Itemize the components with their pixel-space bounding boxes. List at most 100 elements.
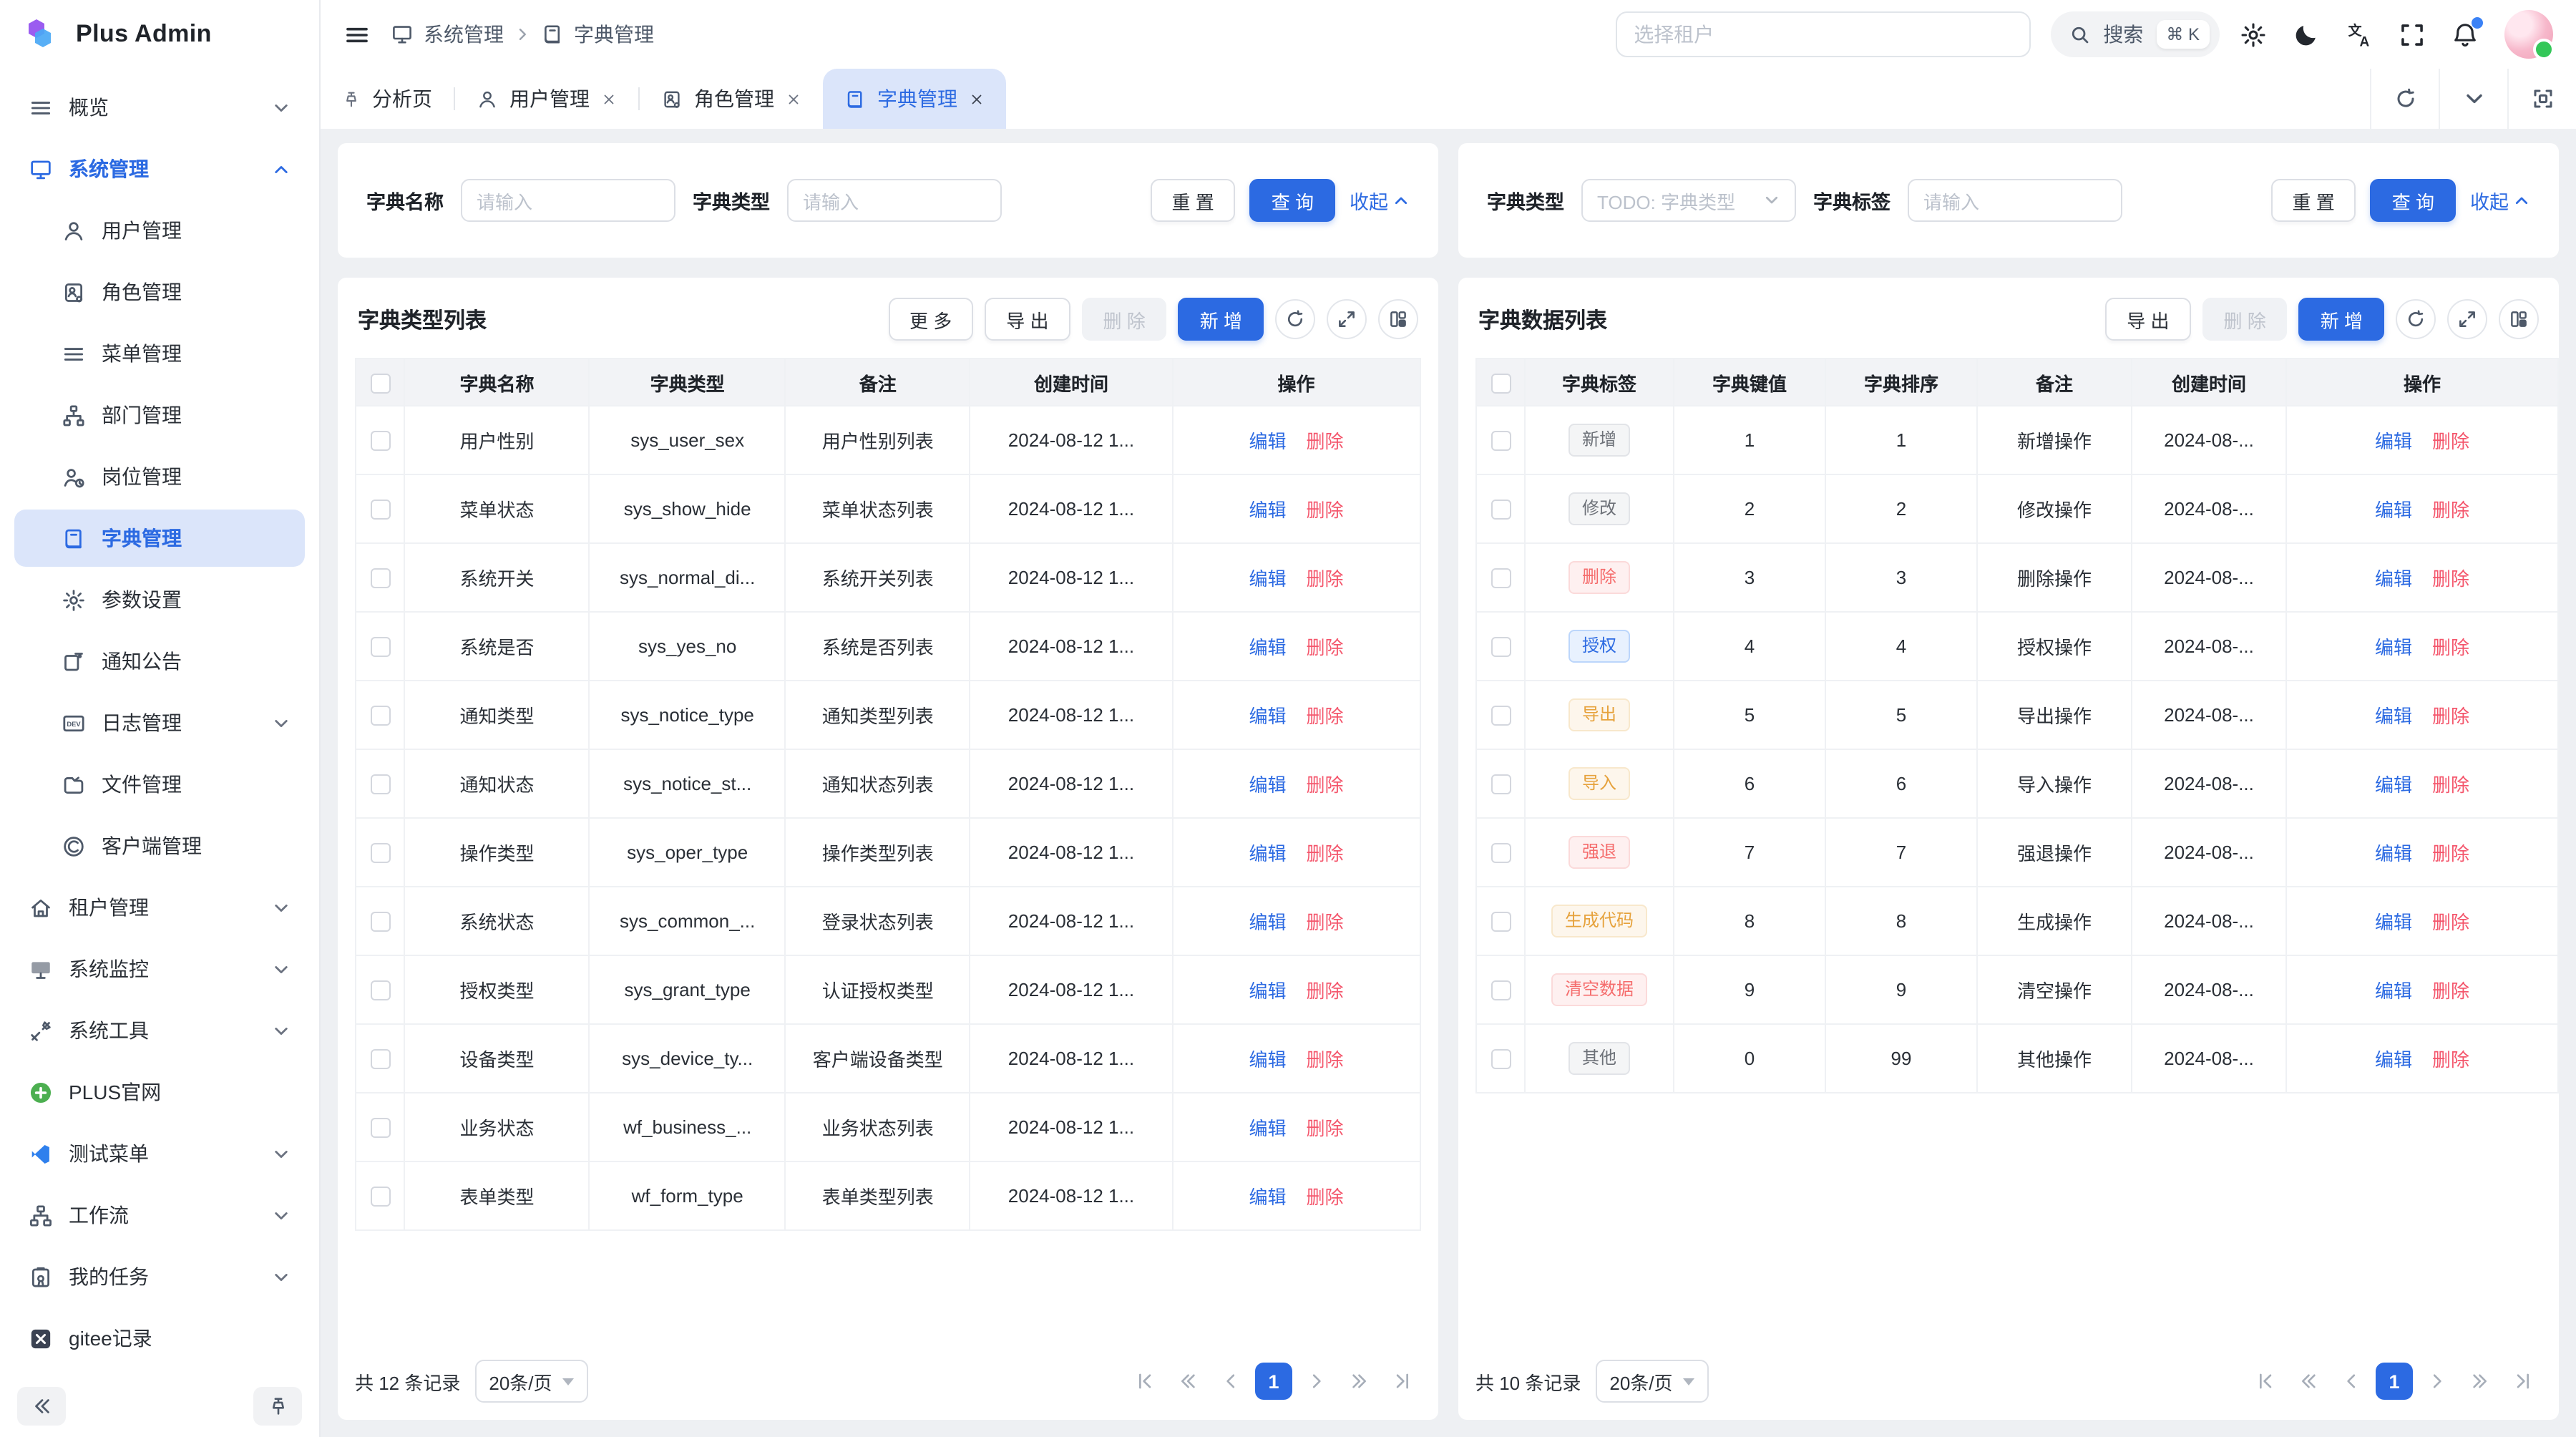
row-checkbox[interactable] <box>370 706 391 726</box>
sidebar-item-9[interactable]: 通知公告 <box>14 633 305 690</box>
sidebar-item-20[interactable]: gitee记录 <box>14 1310 305 1367</box>
dict-type-select[interactable]: TODO: 字典类型 <box>1581 179 1796 222</box>
delete-link[interactable]: 删除 <box>1306 774 1344 796</box>
row-checkbox[interactable] <box>1491 500 1511 520</box>
edit-link[interactable]: 编辑 <box>2374 500 2412 521</box>
delete-link[interactable]: 删除 <box>2432 637 2470 658</box>
delete-link[interactable]: 删除 <box>2432 568 2470 590</box>
row-checkbox[interactable] <box>370 1187 391 1207</box>
sidebar-item-0[interactable]: 概览 <box>14 79 305 136</box>
row-checkbox[interactable] <box>370 774 391 795</box>
row-checkbox[interactable] <box>370 1049 391 1070</box>
sidebar-collapse-button[interactable] <box>17 1386 66 1425</box>
edit-link[interactable]: 编辑 <box>2374 1049 2412 1071</box>
global-search-button[interactable]: 搜索 ⌘ K <box>2050 11 2220 57</box>
tab-1[interactable]: 用户管理 <box>455 69 638 129</box>
fullscreen-icon[interactable] <box>2399 21 2426 48</box>
sidebar-item-1[interactable]: 系统管理 <box>14 140 305 198</box>
edit-link[interactable]: 编辑 <box>2374 568 2412 590</box>
hamburger-menu-icon[interactable] <box>343 21 371 48</box>
row-checkbox[interactable] <box>370 568 391 589</box>
pager-prev-group-button[interactable] <box>1169 1363 1206 1400</box>
tab-menu-button[interactable] <box>2439 69 2507 129</box>
sidebar-item-16[interactable]: PLUS官网 <box>14 1063 305 1121</box>
dict-type-input[interactable]: 请输入 <box>787 179 1002 222</box>
close-icon[interactable] <box>601 91 617 107</box>
query-button[interactable]: 查 询 <box>2370 179 2456 222</box>
edit-link[interactable]: 编辑 <box>1249 637 1287 658</box>
user-avatar[interactable] <box>2504 10 2555 60</box>
delete-link[interactable]: 删除 <box>1306 568 1344 590</box>
export-button[interactable]: 导 出 <box>2105 298 2191 341</box>
delete-link[interactable]: 删除 <box>1306 1118 1344 1139</box>
pager-next-button[interactable] <box>2419 1363 2456 1400</box>
sidebar-item-11[interactable]: 文件管理 <box>14 756 305 813</box>
edit-link[interactable]: 编辑 <box>1249 568 1287 590</box>
sidebar-item-14[interactable]: 系统监控 <box>14 940 305 998</box>
expand-button[interactable] <box>1327 299 1367 339</box>
edit-link[interactable]: 编辑 <box>2374 980 2412 1002</box>
dict-tag-input[interactable]: 请输入 <box>1908 179 2122 222</box>
sidebar-item-15[interactable]: 系统工具 <box>14 1002 305 1059</box>
sidebar-pin-button[interactable] <box>253 1386 302 1425</box>
row-checkbox[interactable] <box>1491 637 1511 658</box>
delete-link[interactable]: 删除 <box>2432 843 2470 864</box>
delete-link[interactable]: 删除 <box>2432 774 2470 796</box>
notification-bell-icon[interactable] <box>2451 16 2483 48</box>
edit-link[interactable]: 编辑 <box>2374 706 2412 727</box>
pager-next-group-button[interactable] <box>2462 1363 2499 1400</box>
edit-link[interactable]: 编辑 <box>1249 774 1287 796</box>
sidebar-item-7[interactable]: 字典管理 <box>14 510 305 567</box>
app-logo[interactable]: Plus Admin <box>0 0 319 69</box>
more-button[interactable]: 更 多 <box>888 298 974 341</box>
pager-prev-button[interactable] <box>2333 1363 2370 1400</box>
settings-gear-icon[interactable] <box>2240 21 2267 48</box>
sidebar-item-19[interactable]: 我的任务 <box>14 1248 305 1305</box>
edit-link[interactable]: 编辑 <box>2374 912 2412 933</box>
sidebar-item-4[interactable]: 菜单管理 <box>14 325 305 382</box>
delete-link[interactable]: 删除 <box>1306 431 1344 452</box>
edit-link[interactable]: 编辑 <box>2374 774 2412 796</box>
delete-link[interactable]: 删除 <box>1306 637 1344 658</box>
refresh-button[interactable] <box>1275 299 1315 339</box>
row-checkbox[interactable] <box>1491 1049 1511 1070</box>
close-icon[interactable] <box>969 91 985 107</box>
export-button[interactable]: 导 出 <box>985 298 1070 341</box>
delete-link[interactable]: 删除 <box>2432 706 2470 727</box>
delete-link[interactable]: 删除 <box>1306 1049 1344 1071</box>
tab-0[interactable]: 分析页 <box>321 69 454 129</box>
delete-link[interactable]: 删除 <box>1306 1187 1344 1208</box>
pager-last-button[interactable] <box>2504 1363 2542 1400</box>
edit-link[interactable]: 编辑 <box>1249 1049 1287 1071</box>
collapse-link[interactable]: 收起 <box>1350 186 1410 215</box>
query-button[interactable]: 查 询 <box>1249 179 1335 222</box>
row-checkbox[interactable] <box>370 843 391 864</box>
delete-link[interactable]: 删除 <box>2432 980 2470 1002</box>
row-checkbox[interactable] <box>1491 843 1511 864</box>
sidebar-item-6[interactable]: 岗位管理 <box>14 448 305 505</box>
delete-link[interactable]: 删除 <box>2432 431 2470 452</box>
row-checkbox[interactable] <box>1491 774 1511 795</box>
edit-link[interactable]: 编辑 <box>1249 500 1287 521</box>
expand-button[interactable] <box>2447 299 2487 339</box>
delete-link[interactable]: 删除 <box>1306 706 1344 727</box>
sidebar-item-17[interactable]: 测试菜单 <box>14 1125 305 1182</box>
delete-link[interactable]: 删除 <box>1306 843 1344 864</box>
sidebar-item-18[interactable]: 工作流 <box>14 1187 305 1244</box>
breadcrumb-item[interactable]: 系统管理 <box>424 23 504 46</box>
row-checkbox[interactable] <box>370 637 391 658</box>
pager-first-button[interactable] <box>2247 1363 2284 1400</box>
edit-link[interactable]: 编辑 <box>1249 912 1287 933</box>
row-checkbox[interactable] <box>1491 912 1511 932</box>
edit-link[interactable]: 编辑 <box>2374 637 2412 658</box>
edit-link[interactable]: 编辑 <box>1249 1118 1287 1139</box>
refresh-page-button[interactable] <box>2370 69 2439 129</box>
pager-page-1[interactable]: 1 <box>2376 1363 2413 1400</box>
edit-link[interactable]: 编辑 <box>1249 1187 1287 1208</box>
collapse-link[interactable]: 收起 <box>2470 186 2530 215</box>
sidebar-item-8[interactable]: 参数设置 <box>14 571 305 628</box>
pager-last-button[interactable] <box>1384 1363 1421 1400</box>
delete-link[interactable]: 删除 <box>2432 500 2470 521</box>
row-checkbox[interactable] <box>1491 980 1511 1001</box>
breadcrumb-item-current[interactable]: 字典管理 <box>574 23 654 46</box>
